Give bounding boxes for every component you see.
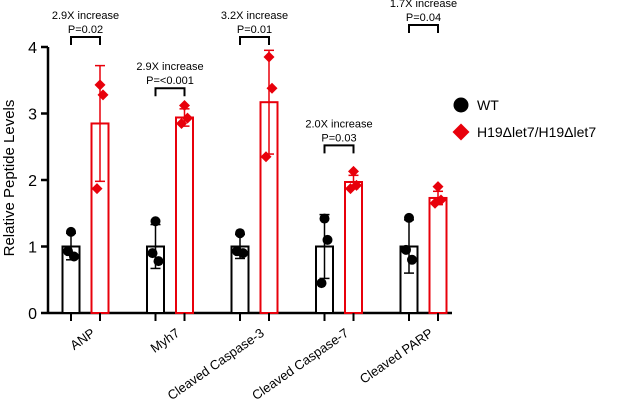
x-category-label: ANP [67,325,98,353]
fold-change-label: 3.2X increase [221,10,288,22]
data-point-h19 [182,112,193,124]
data-point-h19 [432,181,444,193]
legend-label: WT [477,97,499,113]
data-point-wt [319,213,330,224]
data-point-wt [147,248,158,259]
data-point-h19 [429,197,441,209]
data-point-h19 [179,100,190,112]
data-point-wt [322,234,333,245]
y-tick-label: 3 [28,107,37,124]
y-tick-label: 4 [28,40,37,57]
data-point-h19 [97,89,109,101]
y-tick-label: 0 [28,306,37,323]
y-tick-label: 1 [28,240,37,257]
legend-marker-wt [453,97,469,113]
data-point-wt [404,212,414,223]
legend-label: H19Δlet7/H19Δlet7 [477,124,596,140]
x-category-label: Myh7 [148,325,183,356]
legend-marker-h19 [452,123,470,141]
data-point-h19 [94,79,106,91]
data-point-h19 [266,82,278,94]
data-point-wt [316,278,327,289]
significance-bracket [70,36,101,46]
data-point-wt [232,246,242,257]
data-point-wt [66,226,76,237]
data-point-wt [407,254,417,265]
significance-bracket [239,36,270,46]
data-point-wt [63,246,73,257]
data-point-wt [235,228,245,239]
p-value-label: P=<0.001 [146,75,194,87]
data-point-h19 [263,51,275,63]
data-point-wt [150,216,161,227]
fold-change-label: 2.0X increase [305,118,372,130]
data-point-wt [401,244,411,255]
y-axis-label: Relative Peptide Levels [1,100,18,257]
significance-bracket [408,24,439,34]
significance-bracket [154,87,186,97]
legend: WT H19Δlet7/H19Δlet7 [452,97,596,141]
bar-h19-4 [428,196,448,314]
x-category-label: Cleaved PARP [357,325,436,386]
p-value-label: P=0.04 [406,12,441,24]
data-point-h19 [345,183,356,195]
bar-h19-1 [175,116,194,314]
fold-change-label: 2.9X increase [136,61,203,73]
fold-change-label: 1.7X increase [390,0,457,10]
data-point-wt [153,256,164,267]
y-tick-label: 2 [28,173,37,190]
p-value-label: P=0.02 [68,24,103,36]
bar-h19-3 [344,180,363,314]
fold-change-label: 2.9X increase [52,10,119,22]
data-point-h19 [176,117,187,129]
p-value-label: P=0.01 [237,24,272,36]
data-point-h19 [260,151,272,163]
p-value-label: P=0.03 [321,132,356,144]
data-point-h19 [91,183,103,195]
significance-bracket [323,144,355,154]
data-point-h19 [348,165,359,177]
